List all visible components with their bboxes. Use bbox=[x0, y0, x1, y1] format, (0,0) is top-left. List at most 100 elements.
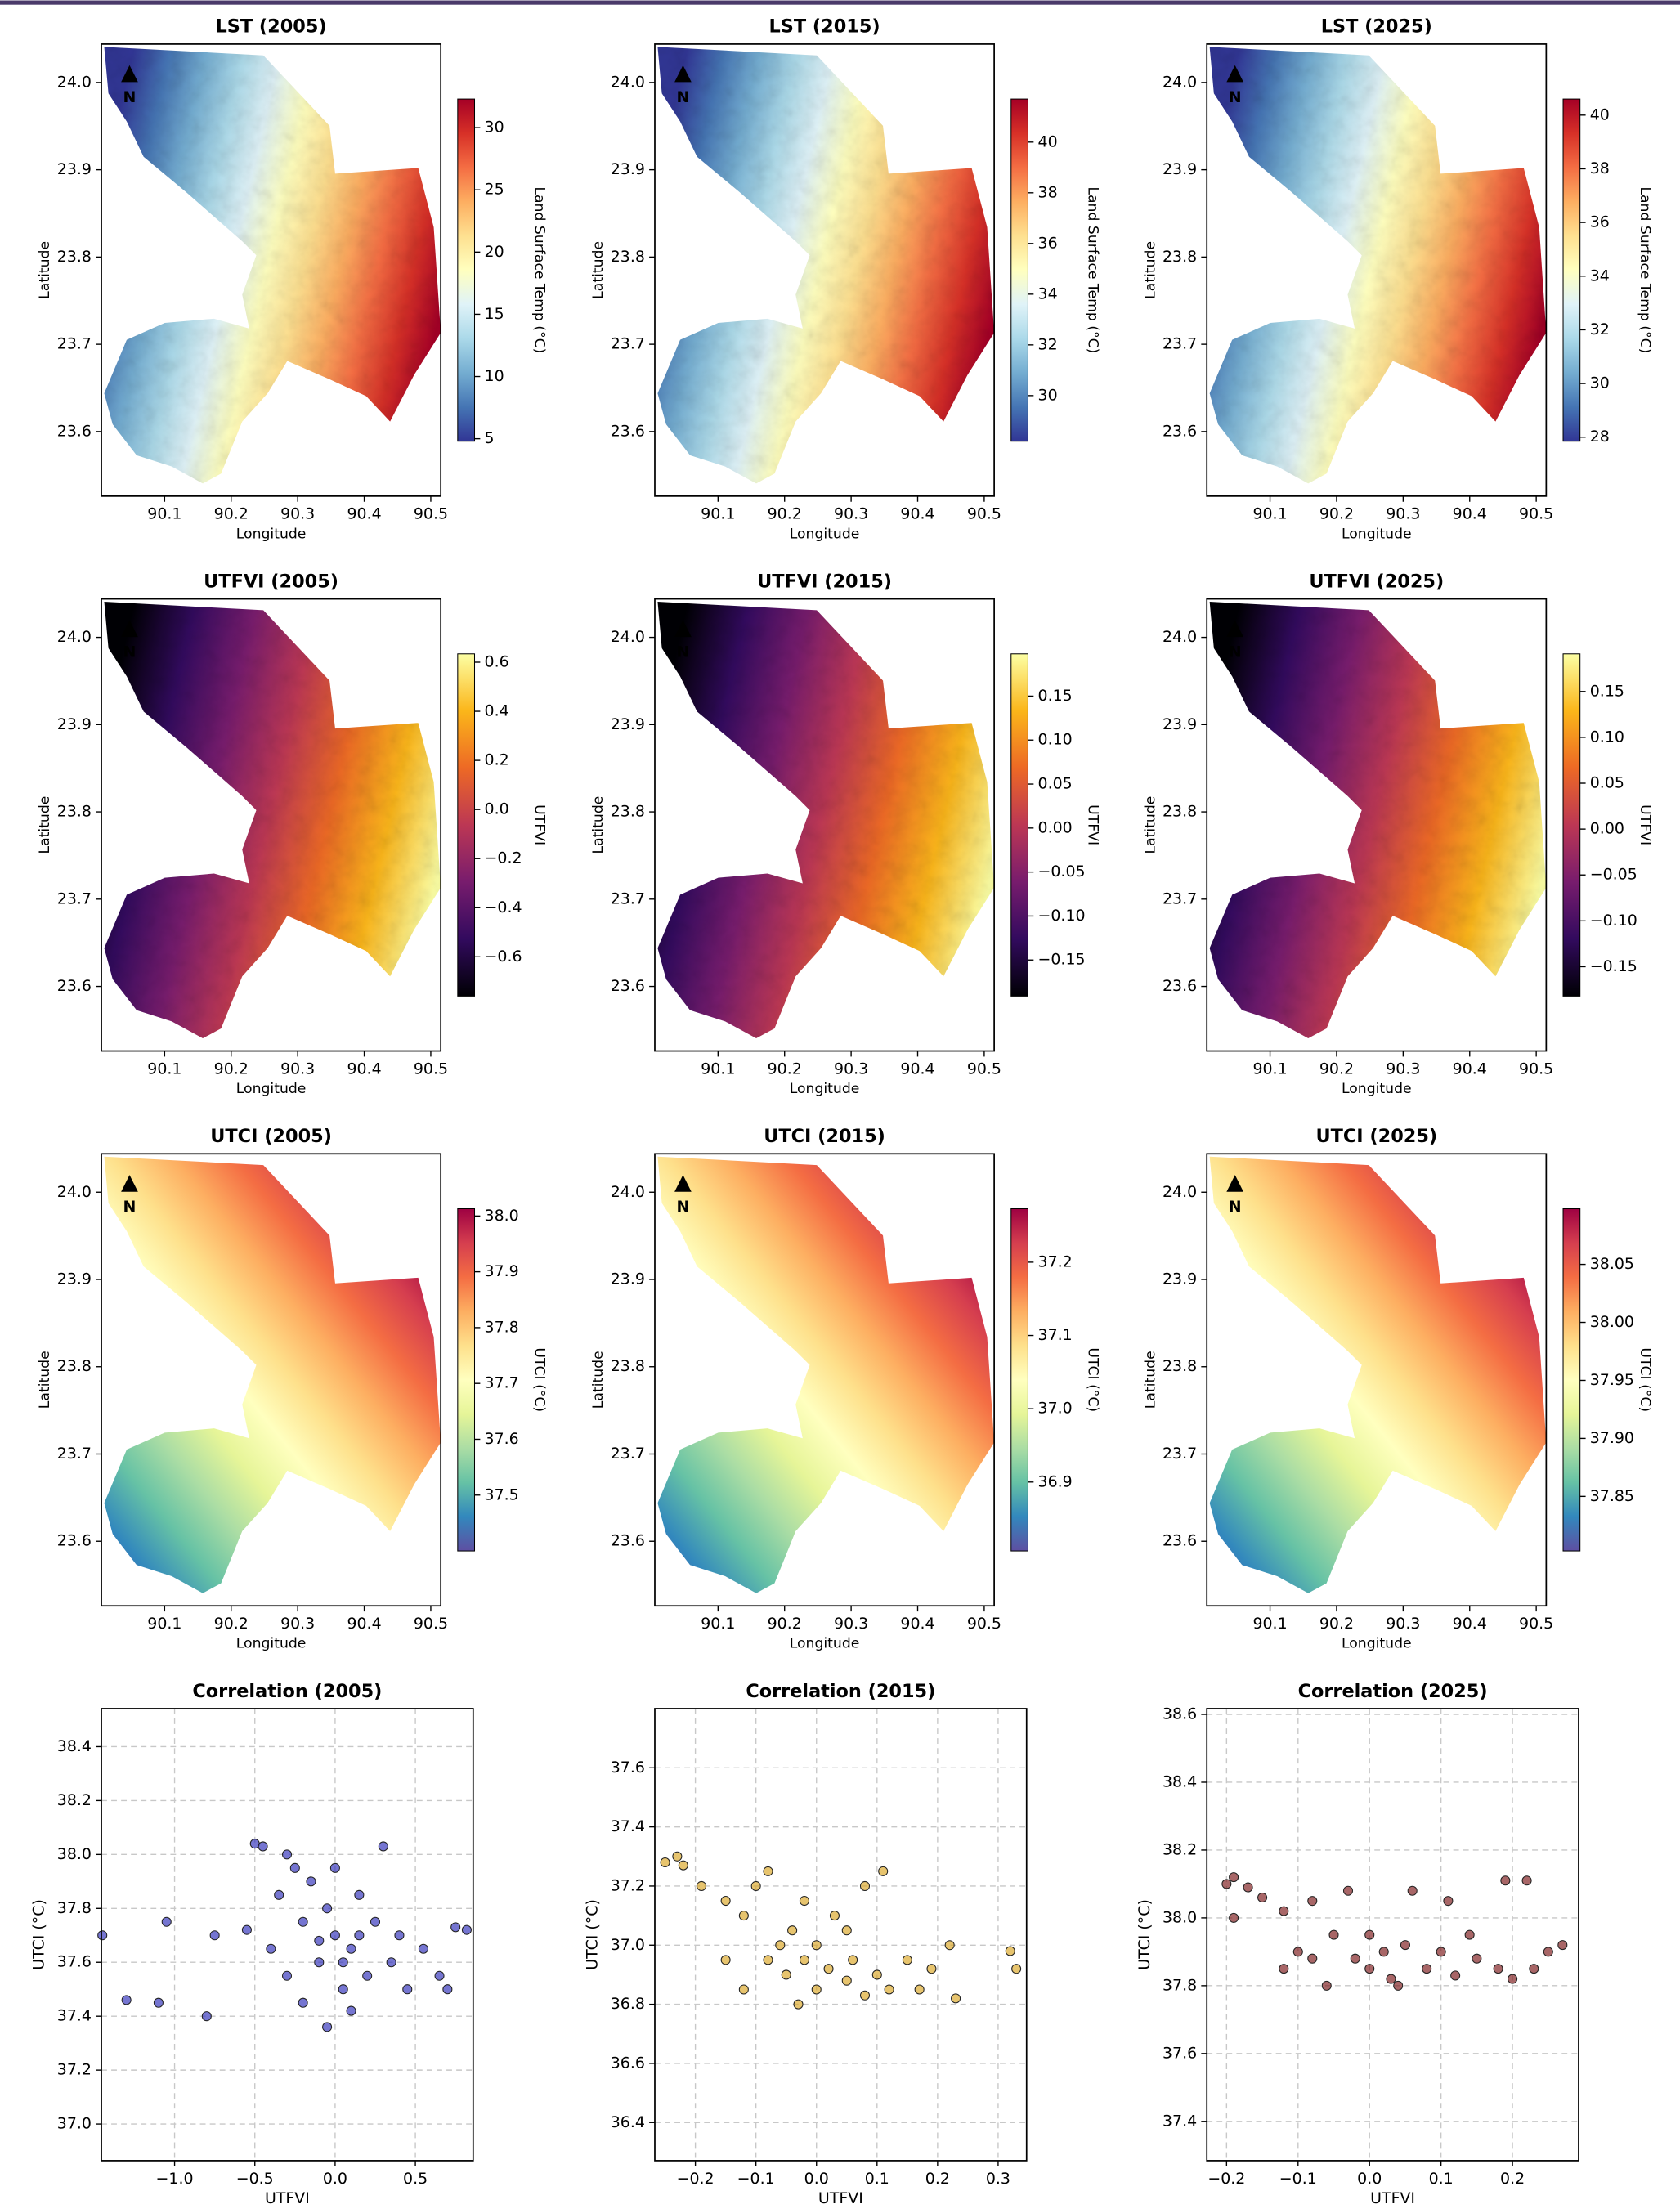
x-tick-label: 90.5 bbox=[967, 1615, 1001, 1633]
x-tick-label: 90.1 bbox=[701, 505, 735, 523]
y-axis-label: Latitude bbox=[37, 796, 53, 854]
y-tick-label: 23.9 bbox=[1163, 1270, 1197, 1288]
north-label: N bbox=[123, 643, 137, 661]
y-tick-label: 23.8 bbox=[57, 248, 92, 266]
y-tick-label: 23.9 bbox=[57, 715, 92, 733]
colorbar-tick-label: 30 bbox=[1590, 374, 1610, 392]
x-tick-label: 90.2 bbox=[1319, 505, 1354, 523]
scatter-point bbox=[1342, 1885, 1354, 1896]
colorbar bbox=[1010, 1208, 1028, 1552]
scatter-point bbox=[781, 1969, 791, 1980]
colorbar-tick-label: 0.00 bbox=[1590, 820, 1624, 838]
colorbar-tick-label: 37.1 bbox=[1038, 1326, 1073, 1344]
scatter-point bbox=[1011, 1964, 1022, 1974]
y-tick-label: 23.6 bbox=[57, 422, 92, 440]
y-tick-label: 37.6 bbox=[611, 1759, 645, 1777]
colorbar-label: UTCI (°C) bbox=[531, 1347, 548, 1412]
y-tick-label: 23.9 bbox=[611, 1270, 645, 1288]
y-axis-label: Latitude bbox=[37, 1351, 53, 1409]
y-tick-label: 38.0 bbox=[1163, 1908, 1197, 1926]
colorbar-tick-label: 34 bbox=[1038, 285, 1058, 302]
scatter-point bbox=[298, 1916, 308, 1927]
colorbar bbox=[457, 653, 476, 997]
y-axis-label: Latitude bbox=[1142, 1351, 1158, 1409]
scatter-point bbox=[787, 1925, 798, 1936]
scatter-point bbox=[1005, 1946, 1015, 1956]
colorbar-tick-label: 32 bbox=[1038, 335, 1058, 353]
scatter-point bbox=[1229, 1872, 1239, 1883]
scatter-point bbox=[1521, 1875, 1532, 1886]
y-tick-label: 37.6 bbox=[57, 1953, 92, 1971]
scatter-point bbox=[1407, 1885, 1418, 1896]
x-tick-label: 90.3 bbox=[1386, 1615, 1420, 1633]
chart-title: LST (2015) bbox=[768, 16, 880, 38]
scatter-point bbox=[926, 1964, 937, 1974]
y-tick-label: 38.2 bbox=[57, 1791, 92, 1809]
north-label: N bbox=[677, 643, 690, 661]
x-tick-label: 90.4 bbox=[900, 505, 934, 523]
y-tick-label: 23.7 bbox=[611, 889, 645, 907]
y-tick-label: 36.8 bbox=[611, 1995, 645, 2013]
y-tick-label: 23.7 bbox=[57, 1445, 92, 1463]
colorbar-tick-label: 40 bbox=[1038, 132, 1058, 150]
x-axis-label: UTFVI bbox=[265, 2189, 310, 2207]
colorbar-tick-label: 20 bbox=[485, 243, 504, 261]
x-tick-label: 90.5 bbox=[1519, 505, 1553, 523]
y-tick-label: 23.6 bbox=[57, 977, 92, 995]
y-tick-label: 38.4 bbox=[1163, 1772, 1197, 1790]
colorbar bbox=[1562, 1208, 1581, 1552]
axes-frame bbox=[1206, 1153, 1548, 1607]
colorbar-tick-label: −0.15 bbox=[1038, 951, 1086, 969]
colorbar-tick-label: 0.10 bbox=[1038, 731, 1073, 749]
y-tick-label: 36.4 bbox=[611, 2113, 645, 2131]
scatter-point bbox=[402, 1984, 413, 1995]
axes-frame bbox=[1206, 1708, 1579, 2162]
y-tick-label: 23.7 bbox=[57, 335, 92, 353]
colorbar-tick-label: 32 bbox=[1590, 320, 1610, 338]
scatter-point bbox=[720, 1955, 731, 1965]
x-axis-label: UTFVI bbox=[1370, 2189, 1415, 2207]
colorbar-tick-label: 36.9 bbox=[1038, 1472, 1073, 1490]
x-tick-label: 90.1 bbox=[701, 1615, 735, 1633]
y-axis-label: Latitude bbox=[590, 241, 607, 299]
colorbar-tick-label: 38.0 bbox=[485, 1207, 519, 1225]
x-axis-label: Longitude bbox=[790, 1636, 860, 1652]
y-tick-label: 23.8 bbox=[611, 1357, 645, 1375]
y-tick-label: 24.0 bbox=[1163, 628, 1197, 646]
colorbar-tick-label: 37.85 bbox=[1590, 1487, 1634, 1505]
colorbar-tick-label: 25 bbox=[485, 181, 504, 199]
scatter-point bbox=[871, 1969, 882, 1980]
x-tick-label: 90.3 bbox=[834, 1615, 868, 1633]
x-tick-label: 90.2 bbox=[768, 1060, 802, 1078]
x-tick-label: 90.4 bbox=[1453, 1615, 1487, 1633]
scatter-point bbox=[1243, 1882, 1253, 1893]
x-axis-label: Longitude bbox=[1342, 526, 1412, 542]
scatter-point bbox=[823, 1964, 834, 1974]
colorbar-tick-label: 0.15 bbox=[1038, 687, 1073, 705]
scatter-point bbox=[97, 1930, 108, 1941]
colorbar-tick-label: 37.0 bbox=[1038, 1400, 1073, 1418]
scatter-point bbox=[1508, 1974, 1518, 1984]
colorbar bbox=[457, 98, 476, 442]
colorbar-tick-label: 38.00 bbox=[1590, 1313, 1634, 1331]
colorbar bbox=[1562, 98, 1581, 442]
x-tick-label: −0.1 bbox=[1279, 2170, 1317, 2188]
colorbar-tick-label: −0.4 bbox=[485, 898, 522, 916]
x-tick-label: 90.2 bbox=[214, 505, 249, 523]
axes-frame bbox=[101, 1708, 474, 2162]
north-label: N bbox=[123, 88, 137, 106]
x-tick-label: 90.1 bbox=[147, 505, 181, 523]
scatter-point bbox=[209, 1930, 220, 1941]
scatter-point bbox=[1350, 1953, 1360, 1964]
colorbar-tick-label: 38.05 bbox=[1590, 1255, 1634, 1273]
colorbar-tick-label: −0.10 bbox=[1038, 907, 1086, 925]
scatter-point bbox=[450, 1922, 461, 1933]
scatter-point bbox=[329, 1930, 340, 1941]
scatter-point bbox=[346, 1943, 356, 1954]
map-texture bbox=[1209, 602, 1547, 1039]
axes-frame bbox=[101, 598, 442, 1052]
scatter-point bbox=[1443, 1896, 1454, 1907]
y-tick-label: 37.4 bbox=[611, 1817, 645, 1835]
x-tick-label: 90.4 bbox=[900, 1060, 934, 1078]
chart-title: UTFVI (2015) bbox=[757, 571, 892, 592]
